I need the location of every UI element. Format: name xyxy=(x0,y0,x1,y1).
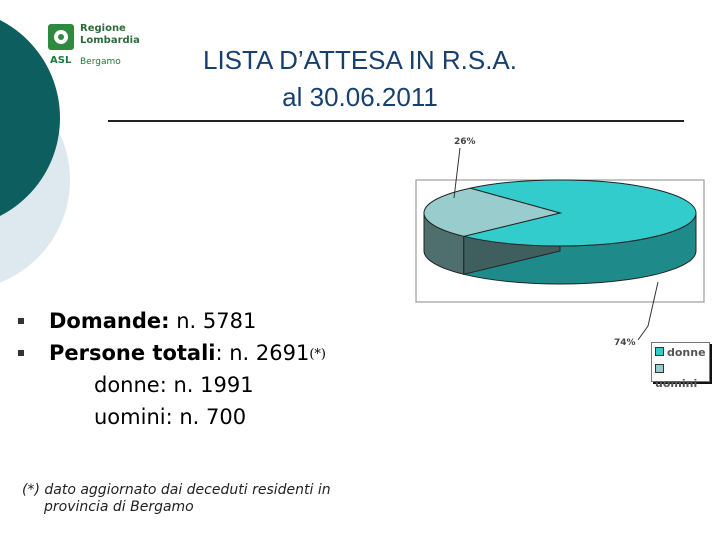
title-line-2: al 30.06.2011 xyxy=(282,82,438,112)
legend-swatch-uomini xyxy=(655,364,664,373)
logo-text-city: Bergamo xyxy=(80,57,121,67)
bullet-label: Persone totali xyxy=(49,341,216,365)
sub-item-donne: donne: n. 1991 xyxy=(94,373,254,397)
logo-text-regione: Regione xyxy=(80,23,126,34)
logo-text-lombardia: Lombardia xyxy=(80,35,140,46)
slide-decoration xyxy=(0,20,70,283)
pie-slice-uomini xyxy=(423,187,562,237)
bullet-item-persone-totali: Persone totali: n. 2691(*) xyxy=(18,337,326,369)
footnote-line-2: provincia di Bergamo xyxy=(44,499,194,515)
footnote-reference: (*) xyxy=(309,347,327,362)
title-line-1: LISTA D’ATTESA IN R.S.A. xyxy=(202,45,517,75)
bullet-value: : n. 2691 xyxy=(215,341,310,365)
sub-item-uomini: uomini: n. 700 xyxy=(94,405,247,429)
regione-lombardia-asl-logo: Regione Lombardia ASL Bergamo xyxy=(46,22,158,72)
chart-legend: donne uomini xyxy=(651,342,710,390)
regione-lombardia-emblem-icon xyxy=(48,24,74,50)
legend-item-uomini: uomini xyxy=(655,363,709,390)
footnote: (*) dato aggiornato dai deceduti residen… xyxy=(22,482,331,516)
leader-line-uomini xyxy=(453,147,461,199)
bullet-square-icon xyxy=(18,350,24,356)
footnote-line-1: (*) dato aggiornato dai deceduti residen… xyxy=(22,482,331,498)
bullet-value: n. 5781 xyxy=(169,309,257,333)
data-label-uomini: 26% xyxy=(454,137,476,147)
legend-label-donne: donne xyxy=(667,346,706,359)
leader-line-donne xyxy=(637,281,659,341)
title-divider xyxy=(108,120,684,122)
pie-slice-donne xyxy=(463,179,697,247)
pie-chart: 26% 74% xyxy=(415,137,705,348)
bullet-label: Domande: xyxy=(49,309,170,333)
legend-label-uomini: uomini xyxy=(655,377,698,390)
bullet-list: Domande: n. 5781 Persone totali: n. 2691… xyxy=(18,305,326,433)
legend-swatch-donne xyxy=(655,347,664,356)
legend-item-donne: donne xyxy=(655,346,706,360)
bullet-item-domande: Domande: n. 5781 xyxy=(18,305,257,337)
bullet-square-icon xyxy=(18,318,24,324)
logo-text-asl: ASL xyxy=(50,55,72,66)
slide-title: LISTA D’ATTESA IN R.S.A. al 30.06.2011 xyxy=(150,42,570,116)
data-label-donne: 74% xyxy=(614,338,636,348)
